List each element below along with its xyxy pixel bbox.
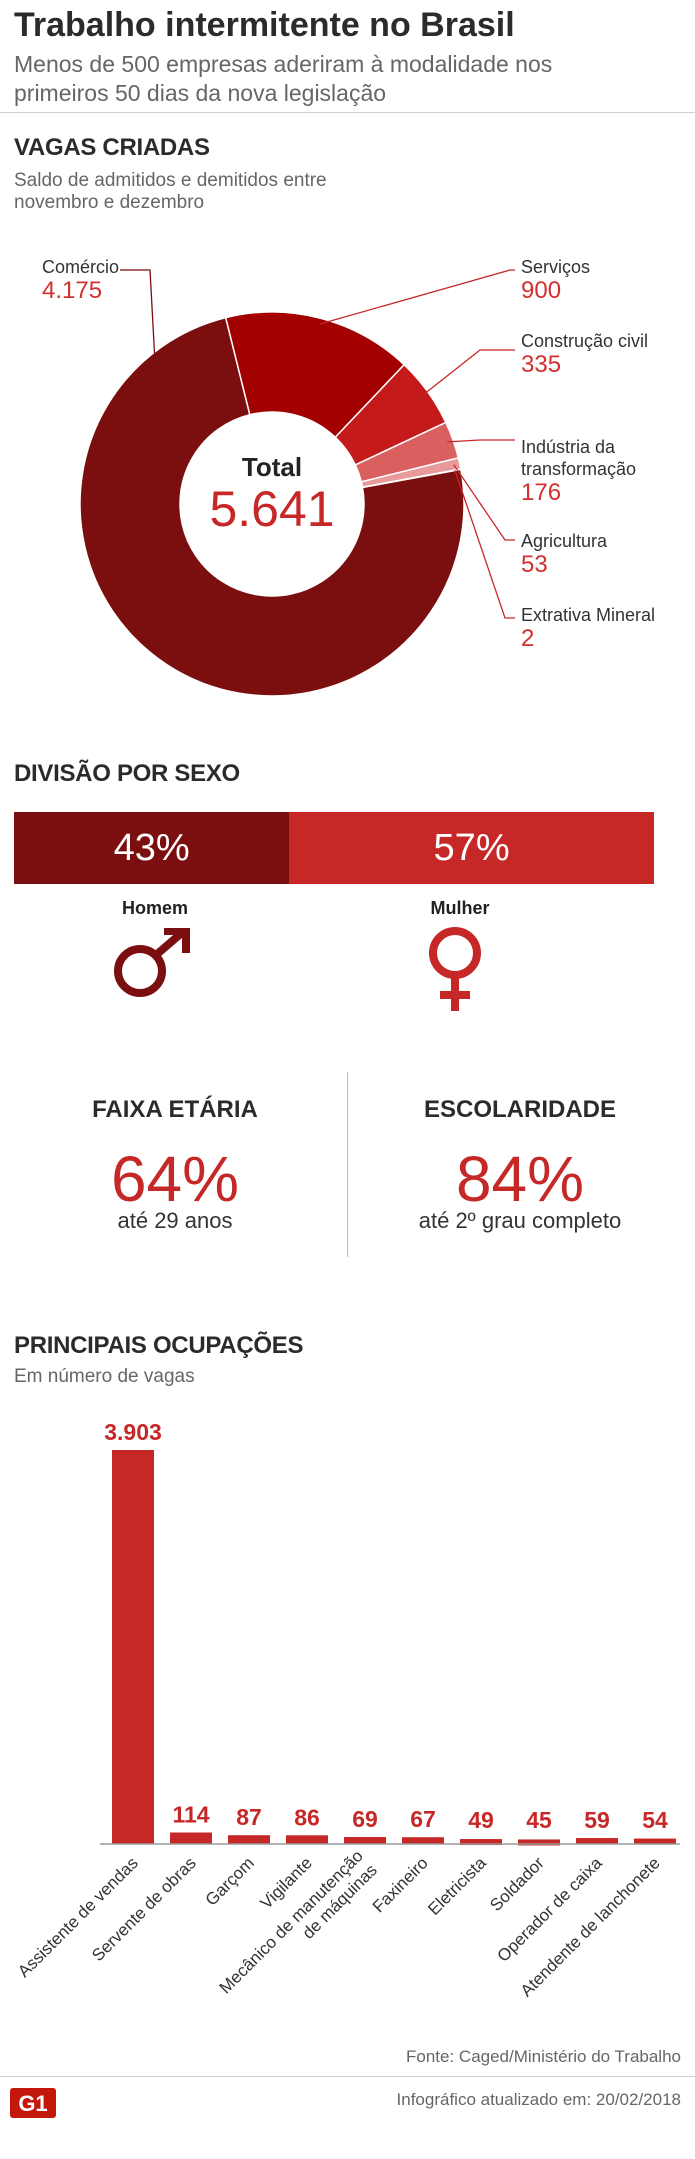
bar-value-label: 59 bbox=[584, 1807, 610, 1833]
donut-label-servicos: Serviços 900 bbox=[521, 256, 590, 304]
bar bbox=[228, 1835, 270, 1844]
mulher-label: Mulher bbox=[430, 898, 490, 918]
legend-label: Construção civil bbox=[521, 331, 649, 351]
donut-leader-line bbox=[319, 269, 515, 325]
bar-value-label: 69 bbox=[352, 1806, 378, 1832]
male-icon bbox=[114, 928, 190, 997]
page-subtitle: Menos de 500 empresas aderiram à modalid… bbox=[14, 51, 553, 106]
svg-text:G1: G1 bbox=[18, 2091, 47, 2116]
bar-value-label: 54 bbox=[642, 1807, 668, 1833]
page-title: Trabalho intermitente no Brasil bbox=[14, 6, 515, 44]
faixa-heading: FAIXA ETÁRIA bbox=[92, 1096, 258, 1123]
bar bbox=[634, 1838, 676, 1845]
bar bbox=[576, 1838, 618, 1845]
bar-category-label: Servente de obras bbox=[88, 1853, 200, 1965]
donut-leader-line bbox=[120, 269, 172, 661]
faixa-caption: até 29 anos bbox=[117, 1208, 233, 1233]
bar-value-label: 3.903 bbox=[104, 1419, 162, 1445]
vagas-heading: VAGAS CRIADAS bbox=[14, 134, 210, 161]
bar bbox=[518, 1839, 560, 1846]
legend-value: 900 bbox=[521, 277, 562, 304]
bar bbox=[286, 1835, 328, 1844]
legend-value: 2 bbox=[521, 625, 535, 652]
donut-label-construcao: Construção civil 335 bbox=[521, 330, 648, 378]
donut-chart: Total 5.641 bbox=[79, 269, 515, 697]
donut-leader-line bbox=[453, 464, 515, 541]
bar bbox=[344, 1837, 386, 1844]
donut-label-industria: Indústria da transformação 176 bbox=[521, 436, 681, 506]
bar-value-label: 114 bbox=[172, 1801, 209, 1827]
bar-category-label: Garçom bbox=[202, 1853, 258, 1909]
bar bbox=[112, 1450, 154, 1844]
legend-label: Indústria da transformação bbox=[521, 437, 637, 479]
ocupacoes-heading: PRINCIPAIS OCUPAÇÕES bbox=[14, 1332, 304, 1359]
legend-value: 335 bbox=[521, 351, 562, 378]
footer-source: Fonte: Caged/Ministério do Trabalho bbox=[406, 2047, 681, 2066]
bar-value-label: 86 bbox=[294, 1804, 320, 1830]
donut-leader-line bbox=[422, 349, 515, 396]
bar-value-label: 87 bbox=[236, 1804, 262, 1830]
donut-label-extrativa: Extrativa Mineral 2 bbox=[521, 604, 655, 652]
sexo-heading: DIVISÃO POR SEXO bbox=[14, 760, 240, 787]
footer-updated: Infográfico atualizado em: 20/02/2018 bbox=[396, 2090, 681, 2109]
bar bbox=[460, 1839, 502, 1846]
g1-logo: G1 bbox=[10, 2088, 56, 2118]
bar-category-label: Operador de caixa bbox=[493, 1853, 606, 1966]
homem-label: Homem bbox=[121, 898, 188, 918]
faixa-value: 64% bbox=[110, 1143, 240, 1215]
bar-value-label: 45 bbox=[526, 1807, 552, 1833]
legend-label: Extrativa Mineral bbox=[521, 605, 656, 625]
legend-label: Comércio bbox=[42, 257, 120, 277]
legend-label: Serviços bbox=[521, 257, 591, 277]
header-divider bbox=[0, 112, 695, 113]
bar-category-label: Eletricista bbox=[424, 1853, 490, 1919]
donut-slice bbox=[79, 316, 465, 697]
donut-slice bbox=[224, 311, 406, 439]
bar-homem: 43% bbox=[14, 812, 290, 884]
escolaridade-value: 84% bbox=[455, 1143, 585, 1215]
bar bbox=[402, 1837, 444, 1844]
bar-value-label: 49 bbox=[468, 1807, 494, 1833]
donut-slice bbox=[361, 468, 462, 489]
donut-leader-line bbox=[447, 439, 515, 443]
legend-label: Agricultura bbox=[521, 531, 608, 551]
sex-division-bar: 43% 57% bbox=[14, 812, 654, 884]
footer-divider bbox=[0, 2076, 695, 2077]
bar bbox=[170, 1832, 212, 1844]
bar-value-label: 67 bbox=[410, 1806, 436, 1832]
stats-divider bbox=[347, 1072, 348, 1257]
donut-total-value: 5.641 bbox=[209, 481, 334, 537]
legend-value: 4.175 bbox=[42, 277, 103, 304]
female-icon bbox=[429, 927, 481, 1011]
bar-category-label: Faxineiro bbox=[369, 1853, 432, 1916]
bar-mulher: 57% bbox=[289, 812, 654, 884]
escolaridade-heading: ESCOLARIDADE bbox=[423, 1096, 616, 1123]
donut-leader-line bbox=[454, 470, 515, 619]
legend-value: 176 bbox=[521, 479, 562, 506]
escolaridade-caption: até 2º grau completo bbox=[418, 1208, 622, 1233]
donut-label-comercio: Comércio 4.175 bbox=[42, 256, 119, 304]
donut-label-agricultura: Agricultura 53 bbox=[521, 530, 607, 578]
legend-value: 53 bbox=[521, 551, 548, 578]
ocupacoes-subheading: Em número de vagas bbox=[14, 1366, 195, 1387]
vagas-subheading: Saldo de admitidos e demitidos entre nov… bbox=[14, 170, 327, 213]
donut-total-label: Total bbox=[242, 452, 302, 482]
